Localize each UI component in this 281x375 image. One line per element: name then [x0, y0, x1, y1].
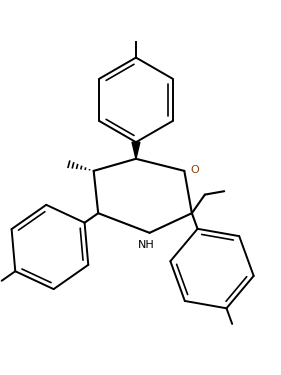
Text: O: O [190, 165, 199, 175]
Text: NH: NH [138, 240, 155, 250]
Polygon shape [132, 142, 140, 159]
